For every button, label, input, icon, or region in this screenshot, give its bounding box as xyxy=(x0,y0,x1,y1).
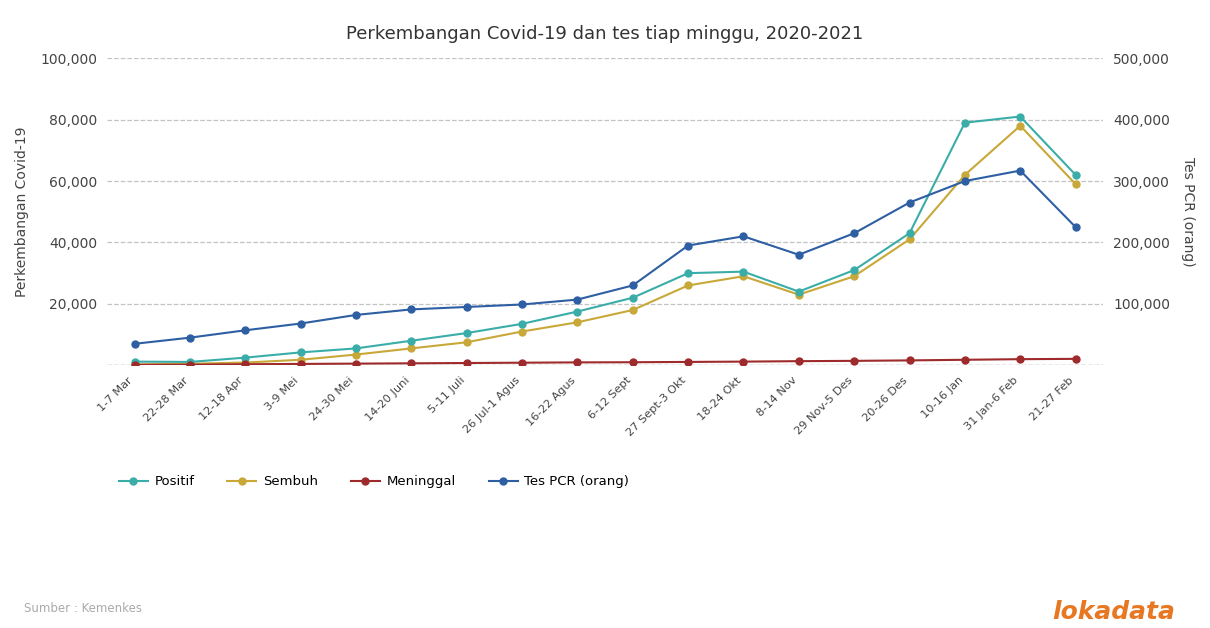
Positif xyxy=(681,269,696,277)
Positif xyxy=(514,320,529,328)
Positif xyxy=(570,308,584,315)
Tes PCR (orang) xyxy=(404,306,419,313)
Sembuh xyxy=(736,273,750,280)
Y-axis label: Tes PCR (orang): Tes PCR (orang) xyxy=(1181,157,1195,266)
Tes PCR (orang) xyxy=(1013,167,1027,175)
Meninggal xyxy=(847,357,862,365)
Tes PCR (orang) xyxy=(626,282,640,290)
Sembuh xyxy=(404,345,419,352)
Positif xyxy=(957,119,972,126)
Meninggal xyxy=(1068,355,1083,362)
Positif xyxy=(348,345,363,352)
Sembuh xyxy=(1068,180,1083,188)
Positif xyxy=(293,349,307,356)
Tes PCR (orang) xyxy=(127,340,142,347)
Tes PCR (orang) xyxy=(570,296,584,303)
Text: Sumber : Kemenkes: Sumber : Kemenkes xyxy=(24,602,143,615)
Positif xyxy=(791,288,806,295)
Sembuh xyxy=(348,351,363,359)
Tes PCR (orang) xyxy=(238,327,253,334)
Tes PCR (orang) xyxy=(957,177,972,185)
Meninggal xyxy=(1013,355,1027,363)
Meninggal xyxy=(957,356,972,364)
Positif xyxy=(183,358,197,365)
Tes PCR (orang) xyxy=(293,320,307,327)
Sembuh xyxy=(238,359,253,366)
Meninggal xyxy=(238,360,253,368)
Tes PCR (orang) xyxy=(348,311,363,318)
Y-axis label: Perkembangan Covid-19: Perkembangan Covid-19 xyxy=(15,126,29,297)
Positif xyxy=(1013,113,1027,121)
Tes PCR (orang) xyxy=(183,334,197,342)
Tes PCR (orang) xyxy=(681,242,696,249)
Meninggal xyxy=(570,359,584,366)
Tes PCR (orang) xyxy=(791,251,806,259)
Positif xyxy=(238,354,253,361)
Line: Positif: Positif xyxy=(131,113,1079,365)
Tes PCR (orang) xyxy=(514,301,529,308)
Positif xyxy=(127,358,142,365)
Meninggal xyxy=(127,361,142,369)
Meninggal xyxy=(903,357,917,364)
Text: lokadata: lokadata xyxy=(1053,600,1176,624)
Meninggal xyxy=(348,360,363,367)
Meninggal xyxy=(183,361,197,369)
Sembuh xyxy=(903,236,917,243)
Meninggal xyxy=(293,360,307,367)
Sembuh xyxy=(957,171,972,178)
Positif xyxy=(404,337,419,345)
Line: Tes PCR (orang): Tes PCR (orang) xyxy=(131,167,1079,347)
Meninggal xyxy=(460,359,474,367)
Positif xyxy=(626,294,640,301)
Legend: Positif, Sembuh, Meninggal, Tes PCR (orang): Positif, Sembuh, Meninggal, Tes PCR (ora… xyxy=(114,470,634,494)
Meninggal xyxy=(404,360,419,367)
Sembuh xyxy=(681,282,696,290)
Tes PCR (orang) xyxy=(903,199,917,207)
Positif xyxy=(736,268,750,276)
Positif xyxy=(903,229,917,237)
Meninggal xyxy=(791,357,806,365)
Sembuh xyxy=(183,360,197,367)
Line: Meninggal: Meninggal xyxy=(131,355,1079,368)
Positif xyxy=(847,266,862,274)
Meninggal xyxy=(681,358,696,365)
Positif xyxy=(1068,171,1083,178)
Sembuh xyxy=(1013,122,1027,129)
Meninggal xyxy=(626,359,640,366)
Tes PCR (orang) xyxy=(1068,224,1083,231)
Sembuh xyxy=(847,273,862,280)
Sembuh xyxy=(127,360,142,368)
Sembuh xyxy=(791,291,806,298)
Tes PCR (orang) xyxy=(736,232,750,240)
Sembuh xyxy=(293,356,307,364)
Positif xyxy=(460,329,474,337)
Text: Perkembangan Covid-19 dan tes tiap minggu, 2020-2021: Perkembangan Covid-19 dan tes tiap mingg… xyxy=(346,25,864,43)
Sembuh xyxy=(570,318,584,326)
Tes PCR (orang) xyxy=(460,303,474,311)
Line: Sembuh: Sembuh xyxy=(131,122,1079,368)
Tes PCR (orang) xyxy=(847,229,862,237)
Meninggal xyxy=(514,359,529,367)
Sembuh xyxy=(626,306,640,314)
Meninggal xyxy=(736,358,750,365)
Sembuh xyxy=(460,338,474,346)
Sembuh xyxy=(514,328,529,335)
